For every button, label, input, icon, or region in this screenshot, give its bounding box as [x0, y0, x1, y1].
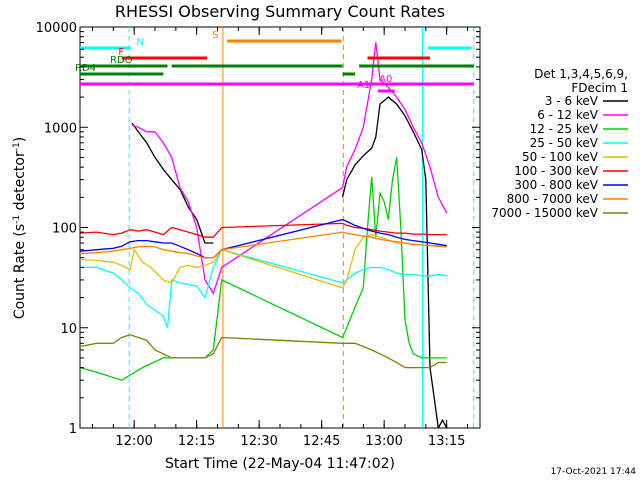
series-line-3 [80, 248, 447, 329]
legend-label-0: 3 - 6 keV [545, 94, 599, 108]
flag-label-rdo: RDO [110, 55, 133, 66]
y-tick-label-2: 100 [52, 222, 77, 237]
y-tick-label-3: 1000 [44, 121, 77, 136]
legend-label-2: 12 - 25 keV [530, 122, 599, 136]
x-tick-label-0: 12:00 [115, 434, 152, 449]
y-tick-label-0: 1 [69, 422, 77, 437]
x-axis-label: Start Time (22-May-04 11:47:02) [165, 456, 395, 472]
series-line-5 [80, 222, 447, 238]
y-axis-label-sup2: -1 [12, 142, 22, 151]
series-line-0 [131, 96, 448, 428]
x-tick-label-3: 12:45 [303, 434, 340, 449]
x-tick-label-5: 13:15 [428, 434, 465, 449]
flag-label-n: N [136, 37, 143, 48]
legend-label-1: 6 - 12 keV [537, 108, 599, 122]
legend-label-5: 100 - 300 keV [514, 164, 598, 178]
y-axis-label-main: Count Rate (s [12, 224, 28, 319]
chart-title: RHESSI Observing Summary Count Rates [115, 2, 445, 21]
legend-header-0: Det 1,3,4,5,6,9, [534, 67, 628, 81]
y-tick-label-1: 10 [60, 322, 77, 337]
y-axis-label-end: ) [12, 137, 28, 142]
series-line-1 [131, 42, 448, 295]
legend-label-7: 800 - 7000 keV [507, 192, 599, 206]
y-tick-label-4: 10000 [36, 21, 77, 36]
flag-label-s: S [212, 30, 218, 41]
y-axis-label-sup: -1 [12, 215, 22, 224]
series-line-7 [80, 231, 447, 259]
x-tick-label-1: 12:15 [178, 434, 215, 449]
y-axis-label-tail: detector [12, 151, 28, 215]
x-tick-label-2: 12:30 [240, 434, 277, 449]
flag-label-f: F [118, 47, 124, 58]
x-tick-label-4: 13:00 [365, 434, 402, 449]
plot-frame [79, 26, 481, 429]
y-axis-label: Count Rate (s-1 detector-1) [12, 137, 28, 319]
legend-label-8: 7000 - 15000 keV [491, 206, 598, 220]
legend-label-4: 50 - 100 keV [522, 150, 599, 164]
flag-label-a0: A0 [379, 74, 392, 85]
legend-label-6: 300 - 800 keV [514, 178, 598, 192]
footer-timestamp: 17-Oct-2021 17:44 [551, 467, 637, 477]
flag-label-rd4: RD4 [75, 63, 96, 74]
series-line-8 [80, 334, 447, 369]
legend-header-1: FDecim 1 [571, 81, 628, 95]
legend-label-3: 25 - 50 keV [530, 136, 599, 150]
flag-label-a1: A1 [357, 80, 370, 91]
